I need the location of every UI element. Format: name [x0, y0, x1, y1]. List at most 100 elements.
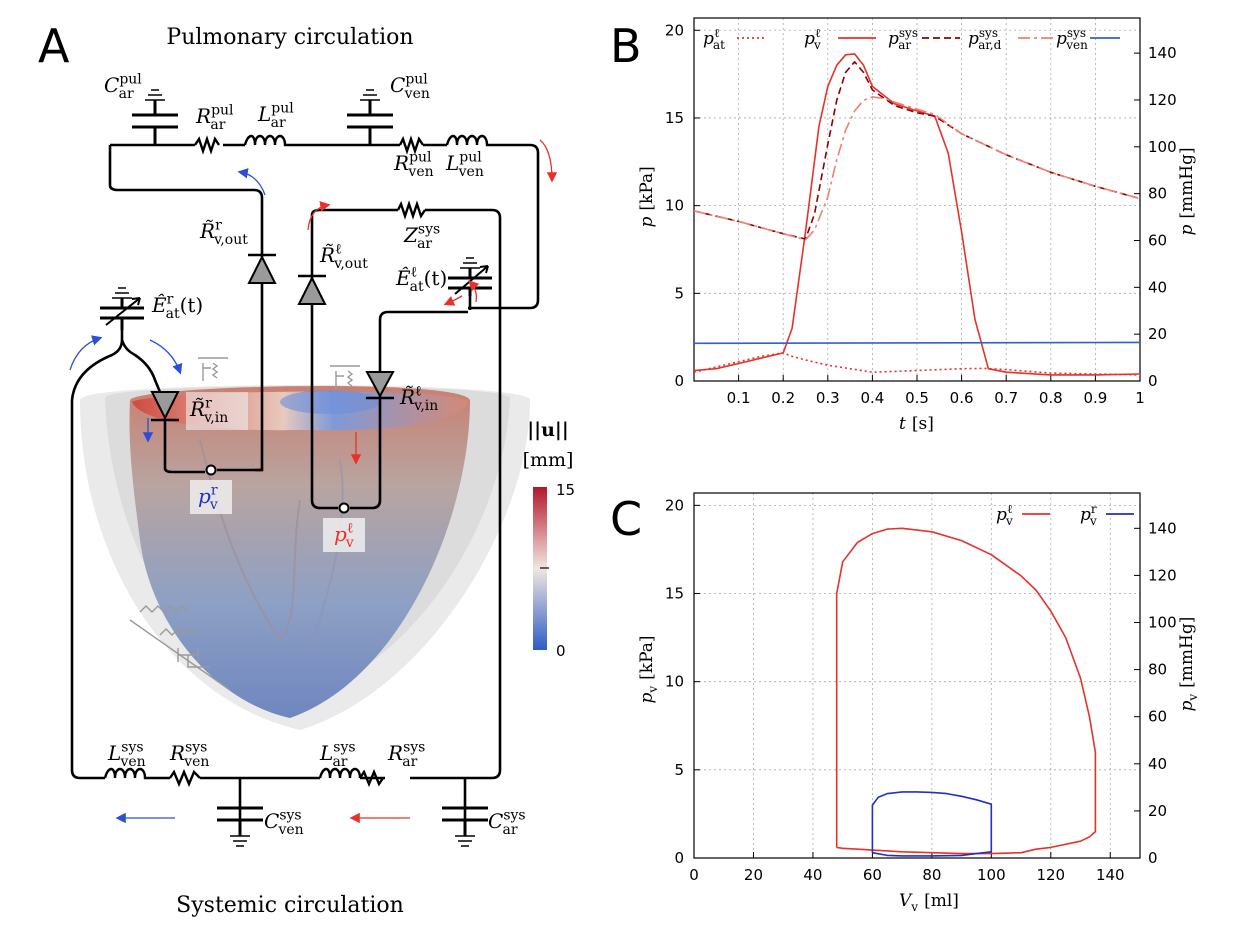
y-tick-label-left: 15: [665, 585, 684, 603]
circuit-labels: Cpul ar Rpul ar Lpul ar Cpul ven Rpul ven Lpul ven R…: [104, 72, 526, 838]
y-tick-label-left: 20: [665, 21, 684, 39]
y-tick-label-right: 20: [1148, 802, 1167, 820]
pulmonary-circulation-title: Pulmonary circulation: [166, 25, 413, 50]
capacitor-c-ven-pul: [347, 89, 393, 145]
y-tick-label-right: 40: [1148, 755, 1167, 773]
legend-label: pr v: [1080, 502, 1097, 528]
y-tick-label-left: 15: [665, 109, 684, 127]
label-z-ar-sys: Zsys ar: [403, 222, 440, 252]
colorbar-max-label: 15: [556, 481, 575, 499]
capacitor-e-at-r: [100, 287, 144, 330]
legend-label: pℓ v: [996, 502, 1013, 528]
plot-b: 0.1 0.2 0.3 0.4 0.5 0.6 0.7 0.8 0.9 1051015200204…: [637, 17, 1197, 434]
spring-dashpot-top-left: [198, 357, 228, 381]
label-l-ar-sys: Lsys ar: [319, 740, 356, 770]
legend-label: psys ar,d: [968, 26, 1002, 52]
y-axis-label-left: pv[kPa]: [637, 635, 660, 703]
x-tick-label: 120: [1036, 866, 1065, 884]
x-axis-label: Vv [ml]: [899, 891, 959, 914]
p-v-r-label-bg: [190, 480, 232, 514]
y-tick-label-left: 10: [665, 197, 684, 215]
y-tick-label-right: 80: [1148, 185, 1167, 203]
resistor-r-ven-sys: [169, 768, 201, 788]
y-tick-label-right: 40: [1148, 278, 1167, 296]
legend-label: psys ven: [1056, 26, 1088, 52]
y-tick-label-left: 0: [674, 372, 684, 390]
panel-c-letter: C: [610, 492, 642, 546]
y-tick-label-right: 0: [1148, 849, 1158, 867]
p-v-l-label-bg: [323, 518, 365, 552]
x-tick-label: 0: [689, 866, 699, 884]
series-line: [693, 352, 1141, 376]
x-tick-label: 140: [1096, 866, 1125, 884]
label-r-ven-sys: Rsys ven: [169, 740, 209, 770]
plot-frame: [693, 492, 1141, 859]
y-axis-label-right: pv[mmHg]: [1177, 617, 1200, 712]
r-vin-r-label-bg: [186, 392, 248, 430]
spring-dashpot-top-right: [330, 365, 360, 389]
series-line: [693, 96, 1141, 241]
flow-arrows: [69, 139, 558, 824]
label-r-ar-sys: Rsys ar: [387, 740, 425, 770]
series-line: [693, 341, 1141, 345]
resistor-z-ar-sys: [396, 200, 426, 220]
y-tick-label-right: 0: [1148, 372, 1158, 390]
label-l-ven-sys: Lsys ven: [107, 740, 146, 770]
x-tick-label: 100: [977, 866, 1006, 884]
colorbar-label-line2: [mm]: [523, 449, 574, 471]
legend-label: psys ar: [888, 26, 918, 52]
label-r-vout-l: R̃ℓ v,out: [319, 242, 368, 272]
x-tick-label: 0.8: [1039, 389, 1063, 407]
series-line: [693, 53, 1141, 376]
x-tick-label: 0.1: [727, 389, 751, 407]
y-tick-label-left: 0: [674, 849, 684, 867]
y-tick-label-left: 5: [674, 761, 684, 779]
legend-label: pℓ at: [703, 26, 725, 52]
plot-c: 0 20 40 60 80 100 120 140 0 5 10 15 20 0 20 40 60 80 100 12…: [637, 492, 1200, 914]
resistor-r-ar-sys: [359, 768, 384, 788]
x-tick-label: 0.6: [950, 389, 974, 407]
colorbar-min-label: 0: [556, 642, 566, 660]
y-tick-label-right: 140: [1148, 44, 1177, 62]
resistor-r-ven-pul: [398, 135, 424, 155]
capacitor-c-ven-sys: [217, 806, 263, 847]
label-r-ven-pul: Rpul ven: [393, 150, 434, 180]
x-tick-label: 0.2: [771, 389, 795, 407]
diode-r-vout-r: [247, 253, 277, 284]
x-tick-label: 60: [863, 866, 882, 884]
label-r-vout-r: R̃r v,out: [199, 218, 248, 248]
label-c-ar-pul: Cpul ar: [104, 72, 142, 102]
series-line: [835, 527, 1097, 855]
inductor-l-ar-sys: [318, 767, 362, 779]
plot-frame: [693, 17, 1141, 382]
y-tick-label-right: 120: [1148, 91, 1177, 109]
probe-node-p-v-l: [338, 502, 350, 514]
label-c-ven-sys: Csys ven: [264, 808, 304, 838]
y-axis-label-right: p[mmHg]: [1177, 147, 1197, 235]
y-tick-label-right: 100: [1148, 614, 1177, 632]
inductor-l-ar-pul: [243, 134, 290, 147]
y-tick-label-right: 20: [1148, 325, 1167, 343]
x-tick-label: 40: [803, 866, 822, 884]
panel-a-letter: A: [38, 19, 70, 73]
y-tick-label-left: 10: [665, 673, 684, 691]
label-l-ven-pul: Lpul ven: [445, 150, 484, 180]
y-tick-label-right: 60: [1148, 231, 1167, 249]
x-tick-label: 0.3: [816, 389, 840, 407]
panel-b-letter: B: [610, 19, 642, 73]
label-r-vin-r: R̃r v,in: [189, 396, 228, 426]
capacitor-c-ar-pul: [132, 89, 178, 145]
x-tick-label: 80: [922, 866, 941, 884]
diode-r-vin-r: [150, 391, 180, 422]
legend-label: pℓ v: [804, 26, 821, 52]
y-tick-label-left: 20: [665, 496, 684, 514]
x-tick-label: 0.9: [1083, 389, 1107, 407]
panel-c: C 0 20 40 60 80 100 120 140 0 5 10 15 20 0 20 40 60 80 100…: [610, 492, 1200, 914]
label-e-at-r: Êr at(t): [151, 292, 203, 322]
y-tick-label-right: 80: [1148, 661, 1167, 679]
label-e-at-l: Êℓ at(t): [395, 265, 447, 295]
x-tick-label: 0.5: [905, 389, 929, 407]
inductor-l-ven-pul: [445, 134, 490, 147]
label-p-v-r: pr v: [198, 483, 218, 513]
label-c-ven-pul: Cpul ven: [390, 72, 430, 102]
